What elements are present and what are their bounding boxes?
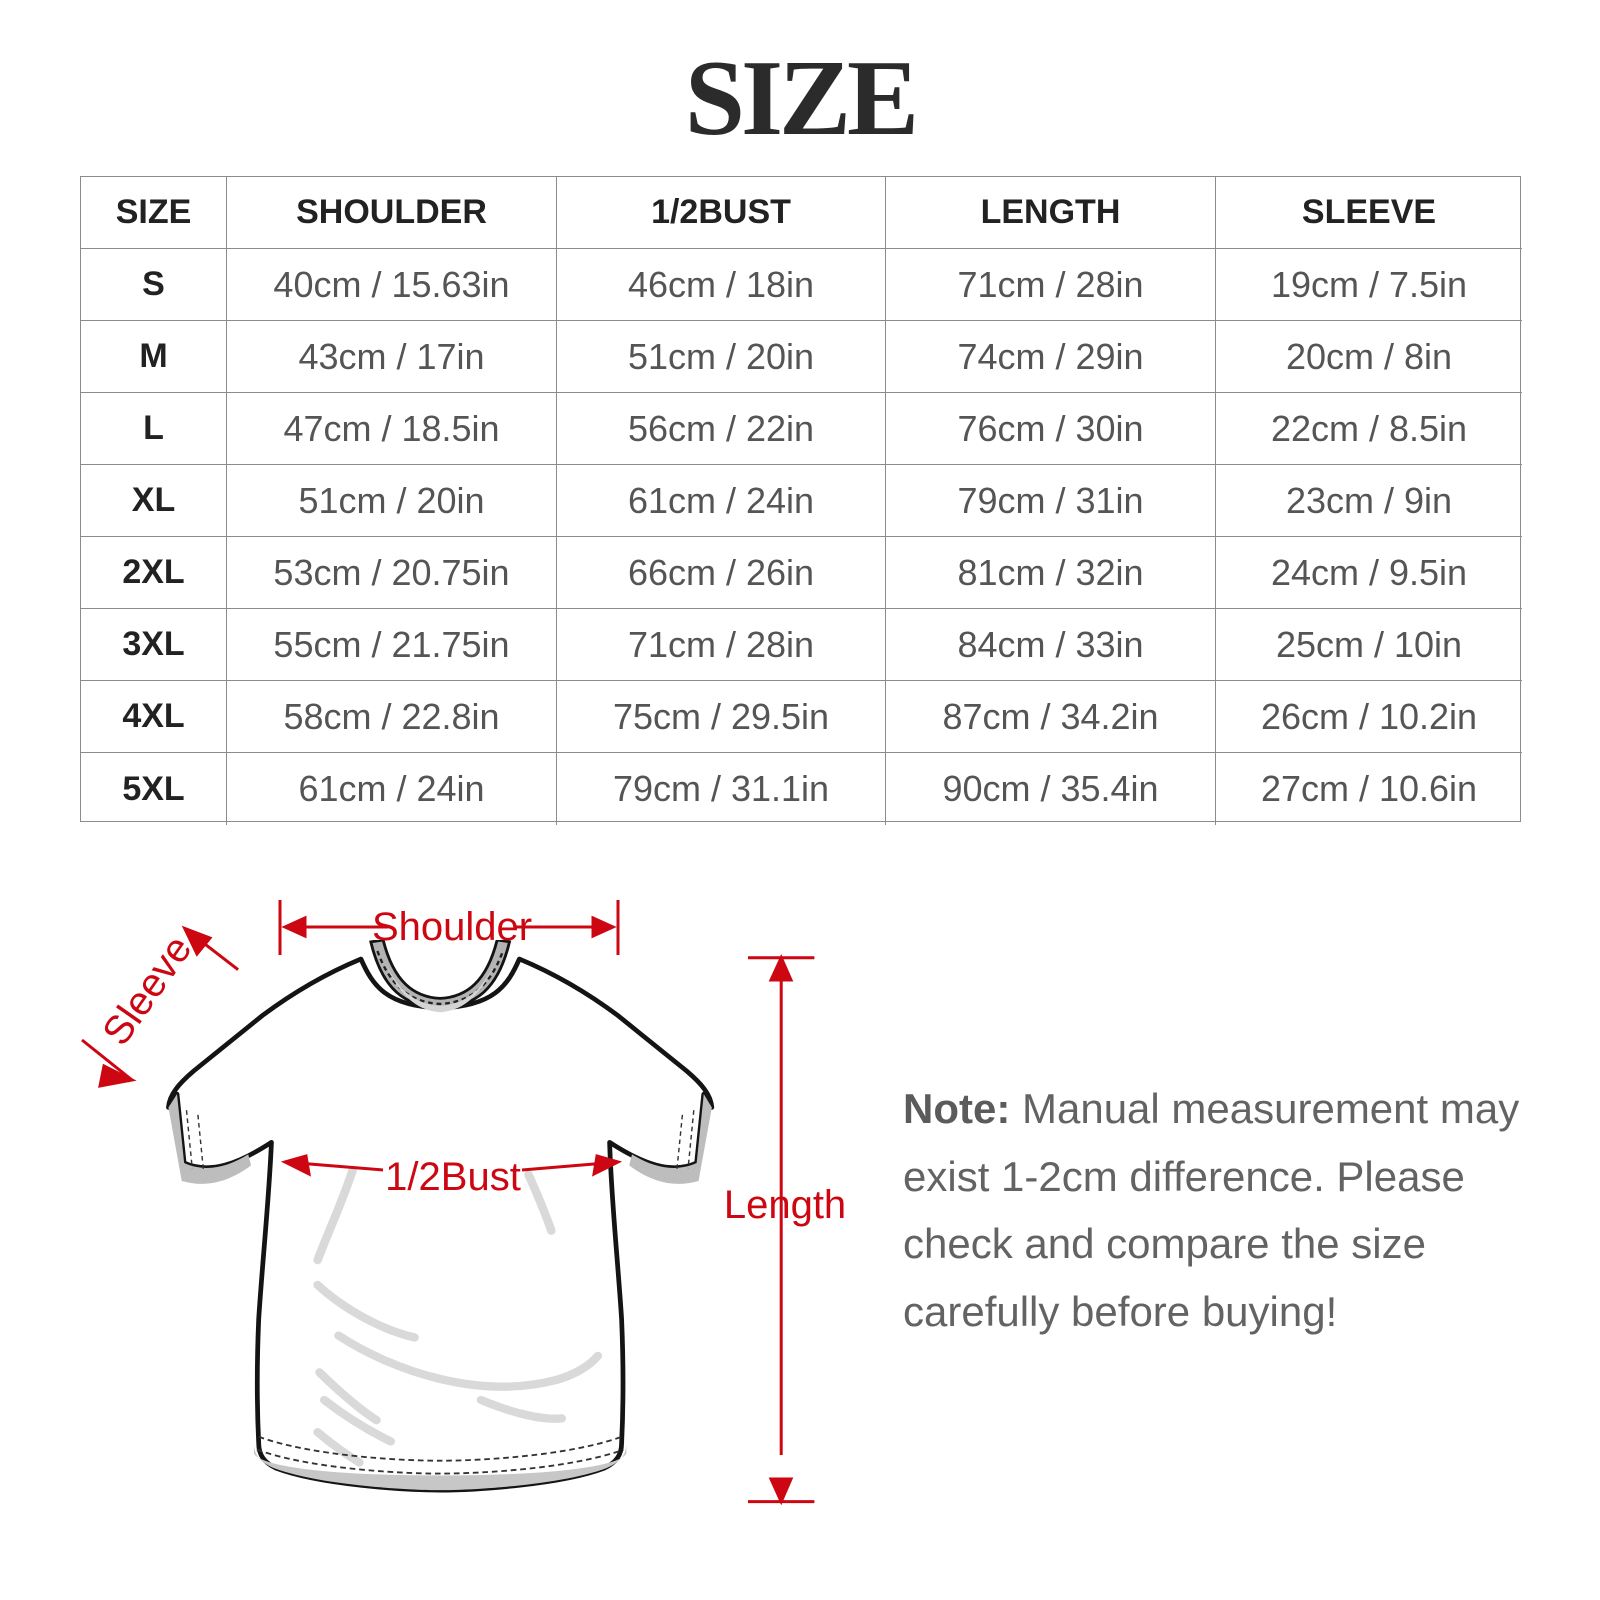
svg-text:1/2Bust: 1/2Bust	[385, 1155, 521, 1199]
svg-text:Length: Length	[724, 1183, 846, 1227]
svg-text:Shoulder: Shoulder	[372, 905, 532, 949]
svg-text:Sleeve: Sleeve	[94, 928, 200, 1053]
